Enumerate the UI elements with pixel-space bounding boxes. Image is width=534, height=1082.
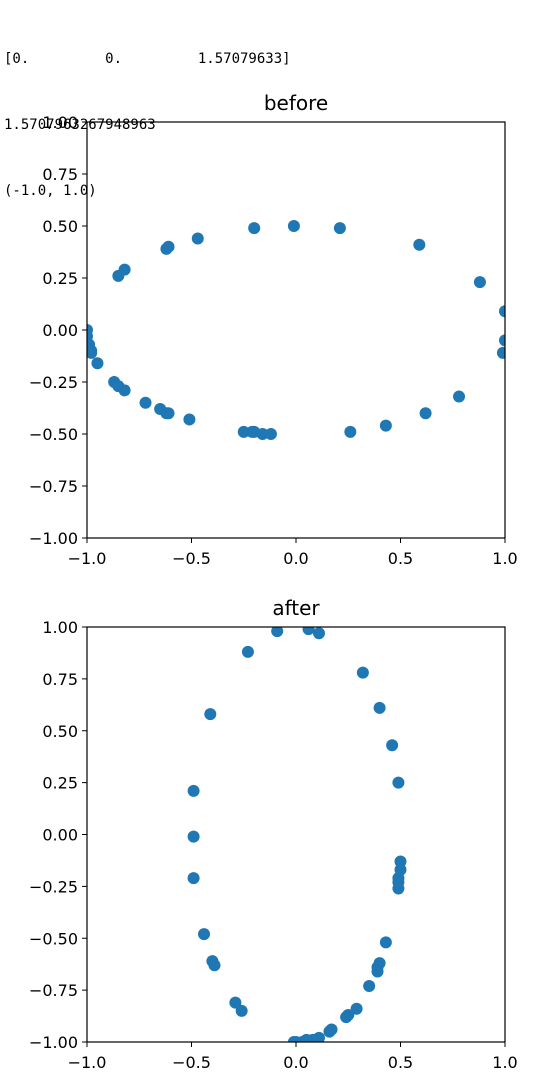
y-tick-label: −0.25 bbox=[29, 877, 78, 896]
data-point bbox=[379, 936, 392, 949]
data-point bbox=[394, 855, 407, 868]
data-points bbox=[187, 627, 407, 1042]
data-point bbox=[187, 830, 200, 843]
console-line-array: [0. 0. 1.57079633] bbox=[4, 51, 291, 67]
y-tick-label: 0.75 bbox=[42, 670, 78, 689]
data-point bbox=[473, 276, 486, 289]
y-tick-label: −1.00 bbox=[29, 529, 78, 548]
data-point bbox=[271, 627, 284, 638]
y-tick-label: −0.50 bbox=[29, 425, 78, 444]
chart-after: after −1.0 −0.5 0.0 0.5 1.0 1.00 0.75 0.50 0.25 0.… bbox=[29, 596, 518, 1072]
x-tick-label: 1.0 bbox=[492, 549, 517, 568]
data-point bbox=[323, 1025, 336, 1038]
x-tick-label: 0.5 bbox=[388, 1053, 413, 1072]
x-tick-label: 0.5 bbox=[388, 549, 413, 568]
y-tick-label: −0.50 bbox=[29, 929, 78, 948]
x-tick-label: −0.5 bbox=[172, 549, 211, 568]
data-point bbox=[453, 390, 466, 403]
y-tick-label: −1.00 bbox=[29, 1033, 78, 1052]
data-point bbox=[363, 979, 376, 992]
x-tick-label: 1.0 bbox=[492, 1053, 517, 1072]
data-point bbox=[302, 627, 315, 636]
y-tick-label: −0.25 bbox=[29, 373, 78, 392]
data-point bbox=[112, 269, 125, 282]
y-tick-label: −0.75 bbox=[29, 477, 78, 496]
data-point bbox=[87, 346, 98, 359]
data-point bbox=[264, 428, 277, 440]
data-points bbox=[87, 220, 505, 440]
data-point bbox=[91, 357, 104, 370]
data-point bbox=[237, 425, 250, 438]
x-tick-label: −0.5 bbox=[172, 1053, 211, 1072]
data-point bbox=[160, 242, 173, 255]
axes-frame bbox=[86, 121, 506, 539]
chart-title: after bbox=[272, 596, 320, 620]
data-point bbox=[386, 739, 399, 752]
data-point bbox=[413, 238, 426, 251]
data-point bbox=[392, 882, 405, 895]
data-point bbox=[118, 384, 131, 397]
data-point bbox=[496, 346, 505, 359]
data-point bbox=[208, 959, 221, 972]
data-point bbox=[204, 708, 217, 721]
y-tick-label: 0.75 bbox=[42, 165, 78, 184]
data-point bbox=[162, 407, 175, 420]
y-tick-label: −0.75 bbox=[29, 981, 78, 1000]
data-point bbox=[350, 1002, 363, 1015]
y-tick-label: 0.00 bbox=[42, 321, 78, 340]
data-point bbox=[241, 645, 254, 658]
data-point bbox=[356, 666, 369, 679]
data-point bbox=[248, 222, 261, 235]
data-point bbox=[379, 419, 392, 432]
data-point bbox=[499, 305, 505, 318]
console-output: [0. 0. 1.57079633] 1.5707963267948963 (-… bbox=[4, 4, 291, 224]
x-tick-label: −1.0 bbox=[68, 549, 107, 568]
x-tick-label: −1.0 bbox=[68, 1053, 107, 1072]
data-point bbox=[198, 928, 211, 941]
data-point bbox=[344, 425, 357, 438]
x-tick-label: 0.0 bbox=[283, 549, 308, 568]
data-point bbox=[373, 701, 386, 714]
y-tick-label: 1.00 bbox=[42, 618, 78, 637]
data-point bbox=[235, 1004, 248, 1017]
data-point bbox=[256, 428, 269, 440]
console-line-value: 1.5707963267948963 bbox=[4, 117, 156, 133]
y-tick-label: 1.00 bbox=[42, 113, 78, 132]
data-point bbox=[191, 232, 204, 245]
data-point bbox=[287, 1036, 300, 1042]
data-point bbox=[312, 627, 325, 640]
y-tick-label: 0.00 bbox=[42, 826, 78, 845]
data-point bbox=[183, 413, 196, 426]
data-point bbox=[229, 996, 242, 1009]
y-tick-label: 0.25 bbox=[42, 269, 78, 288]
chart-before: before −1.0 −0.5 0.0 0.5 1.0 1.00 0.75 0.50 0.25 0… bbox=[29, 91, 518, 568]
data-point bbox=[287, 220, 300, 232]
data-point bbox=[187, 872, 200, 885]
chart-title: before bbox=[264, 91, 328, 115]
data-point bbox=[340, 1011, 353, 1024]
y-tick-label: 0.50 bbox=[42, 217, 78, 236]
data-point bbox=[187, 784, 200, 797]
x-tick-label: 0.0 bbox=[283, 1053, 308, 1072]
data-point bbox=[139, 396, 152, 409]
axes-frame bbox=[86, 626, 506, 1043]
data-point bbox=[333, 222, 346, 235]
data-point bbox=[419, 407, 432, 420]
y-tick-label: 0.25 bbox=[42, 774, 78, 793]
console-line-tuple: (-1.0, 1.0) bbox=[4, 183, 97, 199]
y-tick-label: 0.50 bbox=[42, 722, 78, 741]
data-point bbox=[392, 776, 405, 789]
data-point bbox=[371, 965, 384, 978]
data-point bbox=[499, 334, 505, 347]
